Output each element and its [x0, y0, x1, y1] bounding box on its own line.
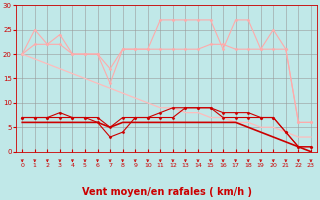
X-axis label: Vent moyen/en rafales ( km/h ): Vent moyen/en rafales ( km/h ) [82, 187, 252, 197]
